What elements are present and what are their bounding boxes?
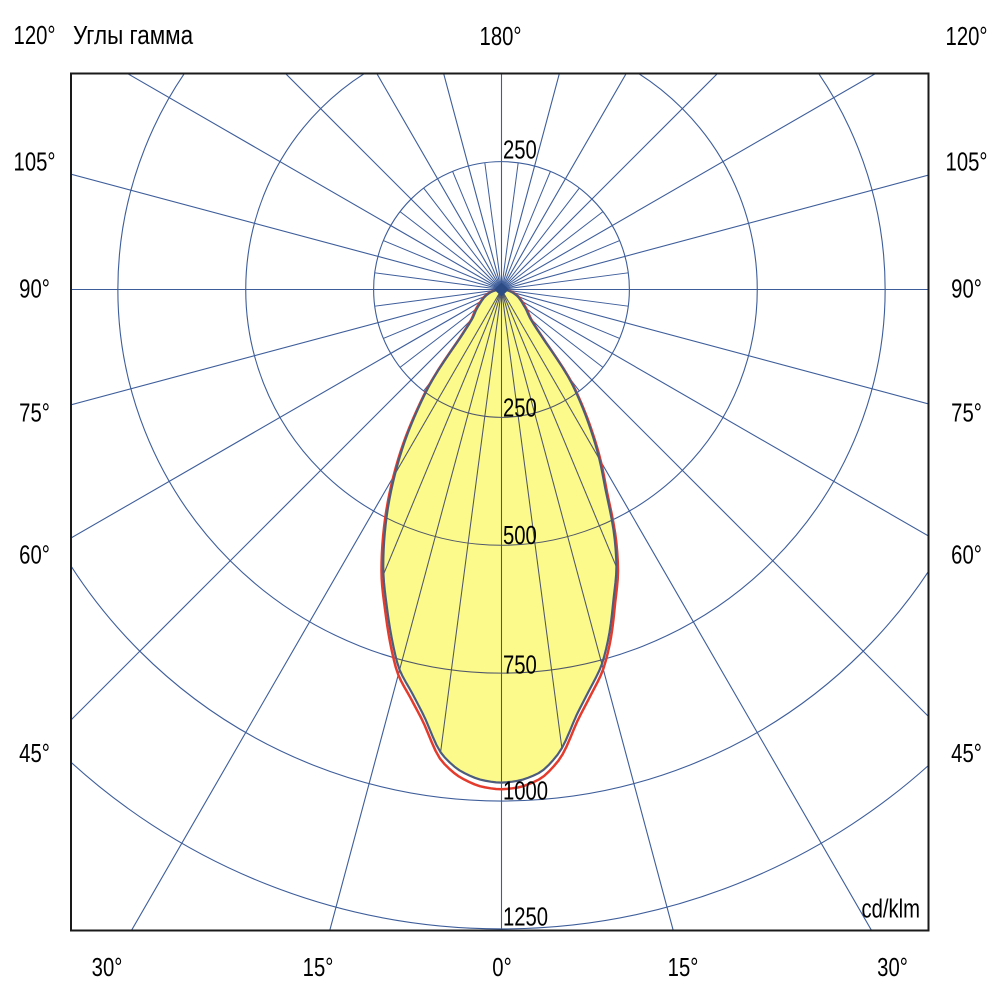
r-tick-label-1000: 1000 (503, 776, 548, 805)
unit-label: cd/klm (861, 894, 920, 923)
lobe-fill (383, 290, 616, 783)
gamma-label-left-75: 75° (19, 398, 50, 427)
gamma-label-bottom-left-15: 15° (303, 953, 334, 982)
gamma-label-bottom-left-30: 30° (92, 953, 123, 982)
gamma-label-right-90: 90° (951, 274, 982, 303)
gamma-label-right-60: 60° (951, 540, 982, 569)
gamma-label-right-75: 75° (951, 398, 982, 427)
grid-ray-major (269, 0, 502, 290)
gamma-label-left-105: 105° (14, 147, 56, 176)
gamma-label-top-center: 180° (480, 22, 522, 51)
grid-ray-major (0, 57, 502, 290)
r-tick-label-250-upper: 250 (503, 135, 537, 164)
gamma-label-left-90: 90° (19, 274, 50, 303)
grid-ray-major (502, 57, 1000, 290)
gamma-label-right-45: 45° (951, 739, 982, 768)
grid-ray-major (502, 0, 952, 290)
grid-ray-major (502, 0, 1000, 290)
gamma-label-bottom-right-30: 30° (877, 953, 908, 982)
gamma-label-top-left: 120° (14, 21, 56, 50)
gamma-label-bottom-0: 0° (492, 953, 511, 982)
r-tick-label-500: 500 (503, 521, 537, 550)
gamma-label-left-60: 60° (19, 540, 50, 569)
gamma-label-left-45: 45° (19, 739, 50, 768)
gamma-label-bottom-right-15: 15° (668, 953, 699, 982)
light-distribution-curves (383, 290, 616, 783)
r-tick-label-750: 750 (503, 650, 537, 679)
gamma-label-right-105: 105° (946, 147, 988, 176)
chart-title: Углы гамма (73, 22, 194, 51)
r-tick-label-250: 250 (503, 393, 537, 422)
gamma-label-top-right: 120° (946, 22, 988, 51)
r-tick-label-1250: 1250 (503, 902, 548, 931)
